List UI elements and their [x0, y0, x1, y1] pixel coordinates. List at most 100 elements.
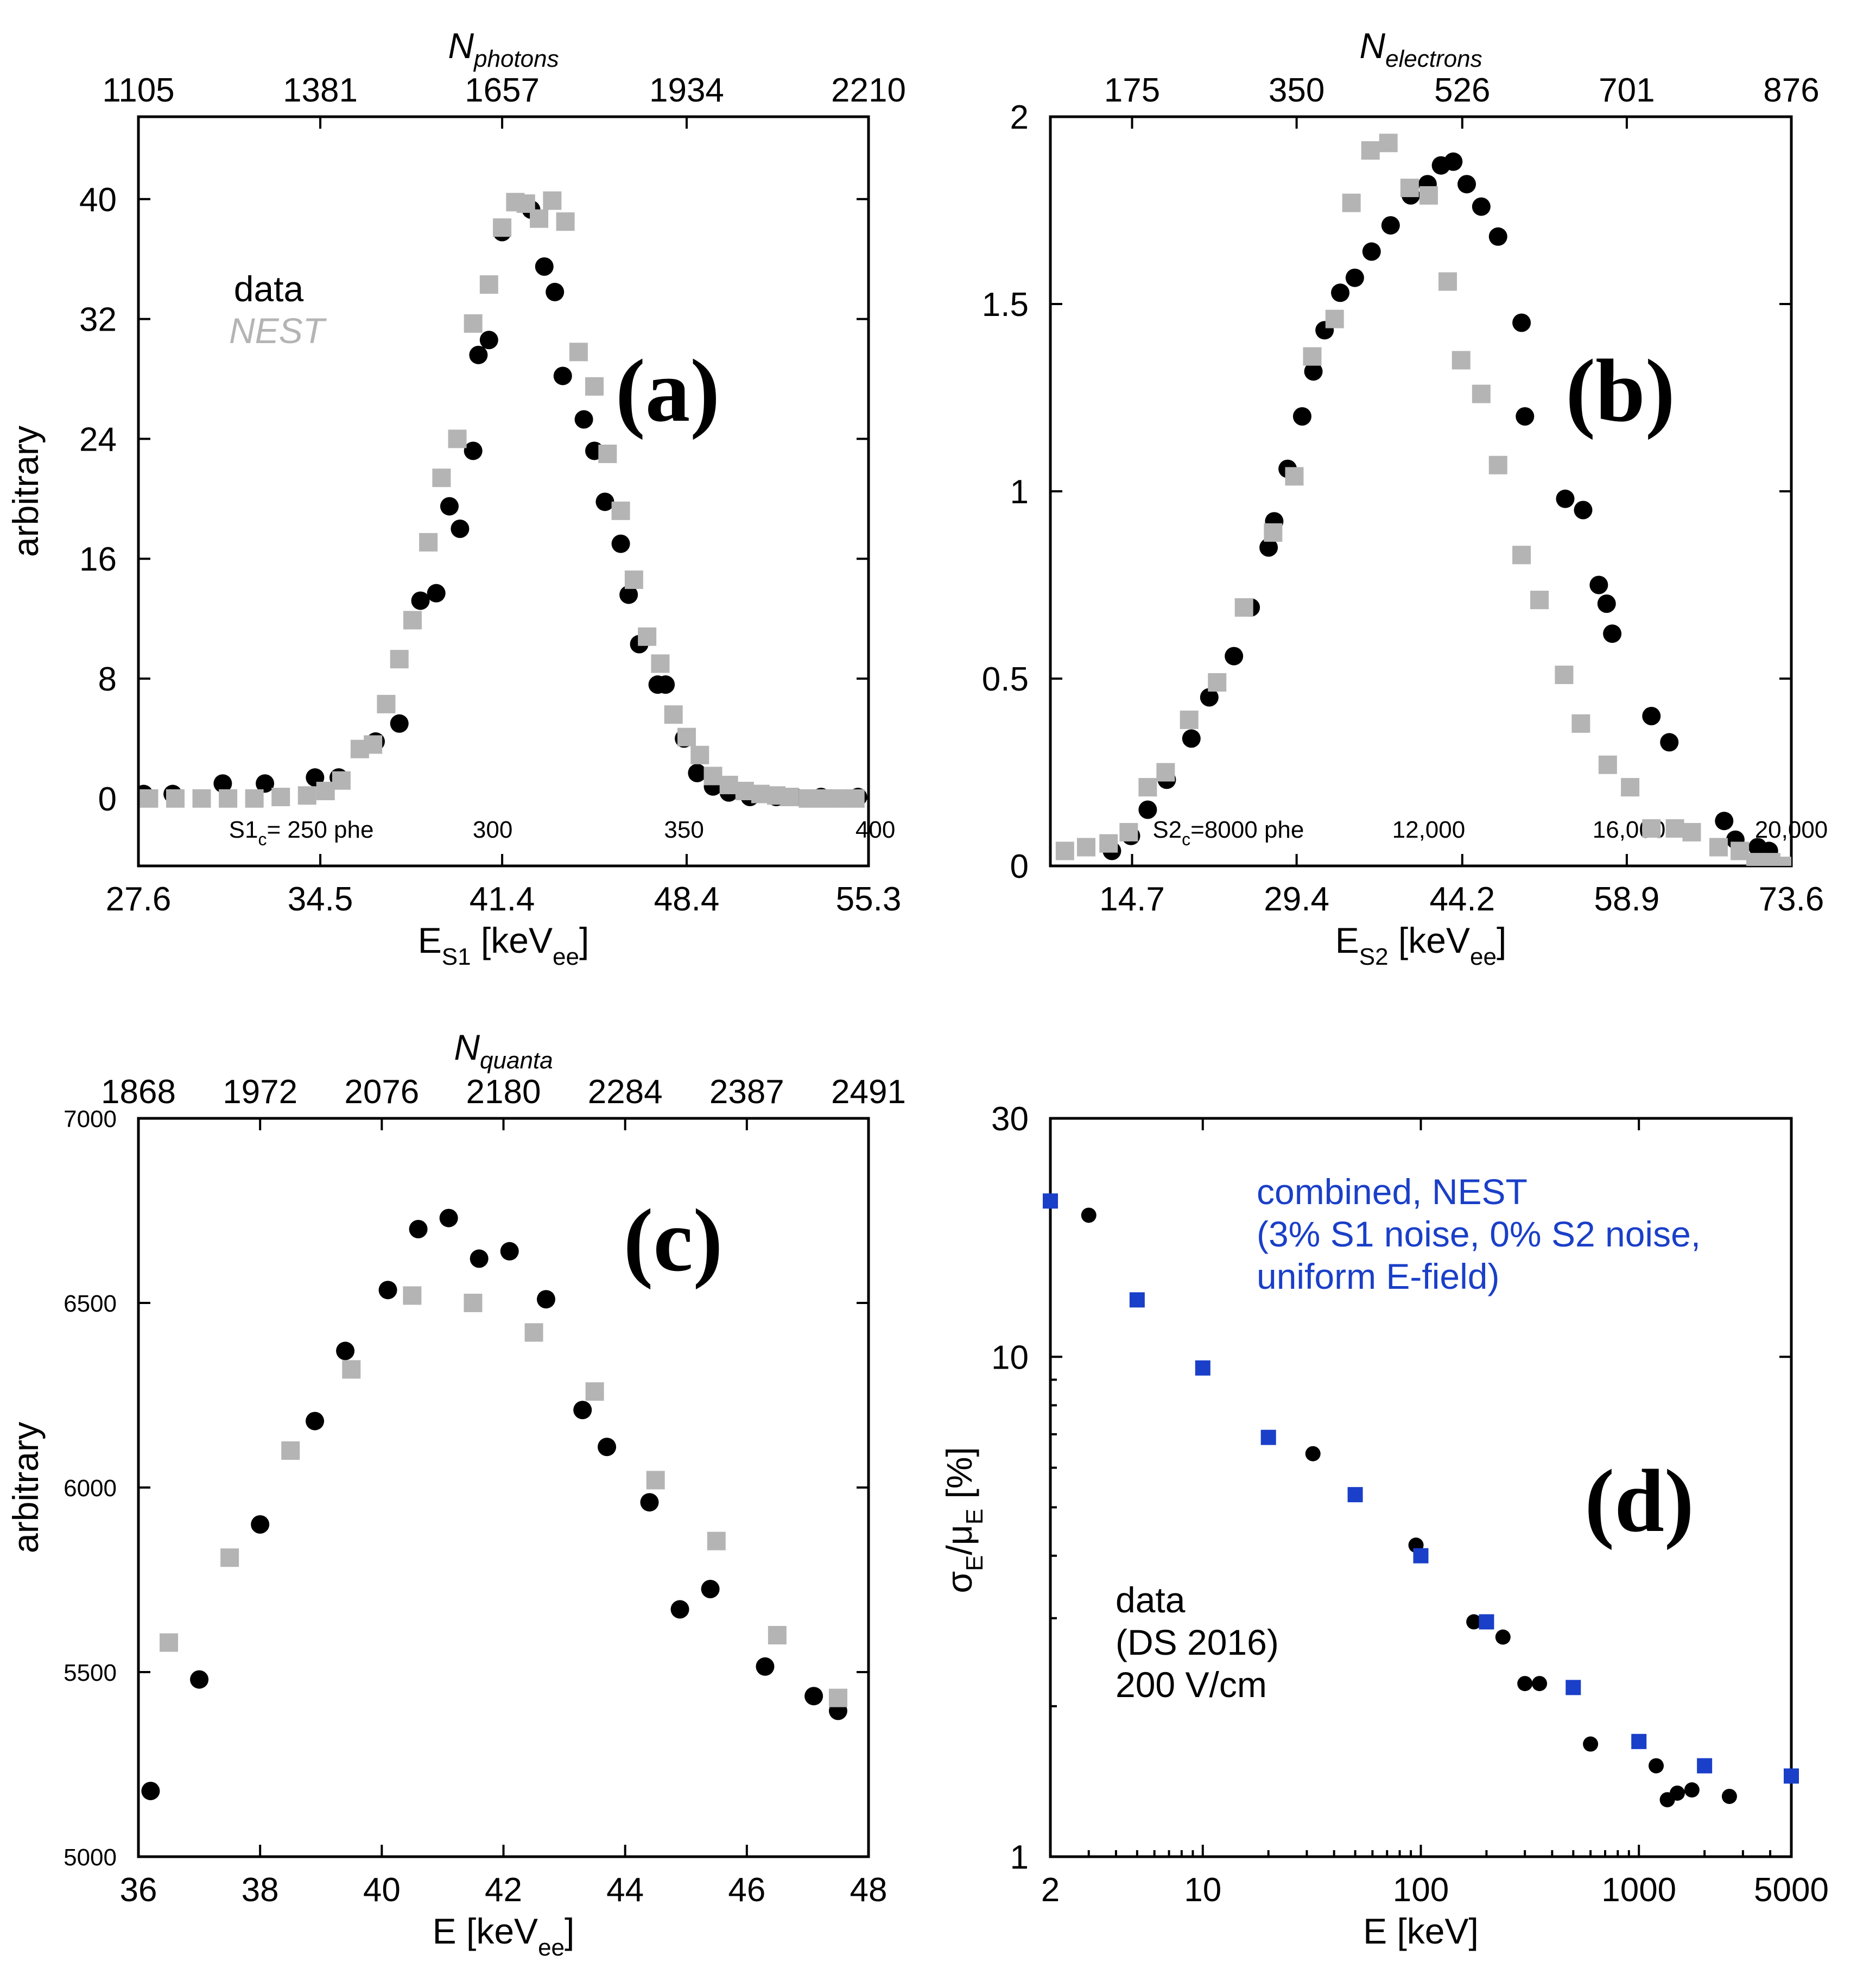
- nest-point: [1731, 841, 1750, 860]
- nest-point: [219, 789, 238, 808]
- series-nest: [1043, 1193, 1799, 1784]
- x-axis-title-sub2: ee: [1470, 944, 1497, 970]
- x-axis-title: ES2 [keVee]: [1335, 920, 1507, 970]
- series-data: [1081, 1207, 1737, 1808]
- nest-point: [1325, 309, 1344, 328]
- nest-point: [677, 727, 696, 746]
- x-tick-label: 42: [485, 1871, 522, 1909]
- y-tick-label: 16: [79, 541, 117, 578]
- data-point: [1362, 242, 1381, 261]
- nest-point: [780, 788, 799, 807]
- nest-point: [598, 445, 617, 463]
- data-point: [1457, 175, 1476, 194]
- nest-point: [1119, 822, 1138, 841]
- nest-point: [690, 745, 709, 764]
- nest-point: [1709, 838, 1728, 857]
- nest-point: [1303, 347, 1322, 366]
- nest-point: [1555, 666, 1574, 685]
- y-tick-label: 5500: [64, 1660, 117, 1686]
- legend-nest: NEST: [229, 311, 327, 351]
- nest-point: [403, 611, 422, 630]
- data-point: [1444, 152, 1463, 171]
- plot-frame: [1049, 115, 1793, 868]
- x-tick-label: 36: [120, 1871, 157, 1909]
- legend-data-line: data: [1116, 1580, 1186, 1620]
- x-axis-title-end: ]: [565, 1911, 574, 1951]
- top-tick-label: 1105: [102, 72, 174, 109]
- nest-point: [166, 789, 185, 808]
- x-tick-label: 44.2: [1429, 881, 1495, 918]
- nest-point: [342, 1360, 361, 1379]
- nest-point: [719, 775, 738, 794]
- top-tick-label: 1868: [101, 1073, 176, 1111]
- series-nest: [160, 1286, 847, 1707]
- x-tick-label: 40: [363, 1871, 401, 1909]
- y-tick-label: 1: [1010, 1839, 1029, 1876]
- y-tick-label: 6000: [64, 1475, 117, 1502]
- data-point: [336, 1341, 355, 1360]
- x-axis-title: E [keVee]: [433, 1911, 575, 1961]
- data-point: [1472, 197, 1491, 216]
- data-point: [213, 774, 232, 793]
- nest-point: [432, 469, 451, 488]
- x-tick-label: 48.4: [654, 881, 720, 918]
- x-axis-title-end: ]: [579, 920, 589, 960]
- nest-point: [1452, 351, 1471, 370]
- nest-point: [419, 533, 438, 552]
- data-point: [1715, 812, 1734, 831]
- nest-point: [1746, 853, 1765, 866]
- nest-point: [1138, 778, 1157, 797]
- nest-point: [704, 767, 722, 786]
- inner-tick-label: 20,000: [1755, 817, 1828, 843]
- nest-point: [1347, 1487, 1363, 1503]
- nest-point: [530, 209, 549, 228]
- panel-label: (c): [623, 1191, 722, 1290]
- data-point: [1225, 647, 1244, 666]
- y-axis-title-sub1: E: [961, 1555, 988, 1571]
- y-axis-title-unit: [%]: [939, 1447, 979, 1509]
- data-point: [595, 492, 614, 511]
- nest-point: [1642, 819, 1661, 838]
- nest-point: [1234, 598, 1253, 617]
- data-point: [1574, 501, 1593, 520]
- legend-data-line: 200 V/cm: [1116, 1664, 1267, 1705]
- data-point: [427, 584, 446, 603]
- data-point: [553, 366, 572, 385]
- data-point: [1345, 268, 1364, 287]
- data-point: [469, 345, 488, 364]
- data-point: [701, 1580, 720, 1598]
- nest-point: [377, 694, 396, 713]
- x-axis-title-main: E: [418, 920, 442, 960]
- data-point: [1466, 1614, 1482, 1630]
- top-axis-title-main: N: [1359, 26, 1385, 66]
- x-tick-label: 48: [850, 1871, 888, 1909]
- nest-point: [646, 1471, 665, 1490]
- data-point: [451, 520, 470, 538]
- y-tick-label: 40: [79, 181, 117, 219]
- nest-point: [297, 786, 316, 805]
- series-data: [1102, 152, 1778, 860]
- nest-point: [1285, 467, 1304, 486]
- data-point: [546, 282, 565, 301]
- nest-point: [543, 191, 562, 210]
- data-point: [656, 675, 675, 694]
- data-point: [1660, 733, 1679, 752]
- x-tick-label: 58.9: [1594, 881, 1660, 918]
- data-point: [1259, 538, 1278, 557]
- nest-point: [1803, 857, 1822, 875]
- data-point: [1381, 216, 1400, 235]
- nest-point: [1789, 857, 1791, 866]
- top-tick-label: 2210: [831, 72, 906, 109]
- nest-point: [479, 275, 498, 294]
- x-axis-title-sub: S1: [442, 944, 471, 970]
- data-point: [464, 441, 483, 460]
- y-tick-label: 0: [1010, 848, 1029, 885]
- legend-nest-line: (3% S1 noise, 0% S2 noise,: [1257, 1214, 1701, 1254]
- data-point: [1721, 1788, 1737, 1804]
- nest-point: [651, 654, 670, 673]
- nest-point: [403, 1286, 422, 1305]
- data-point: [1200, 688, 1219, 707]
- y-axis-title-sub2: E: [961, 1509, 988, 1524]
- nest-point: [814, 789, 833, 808]
- nest-point: [1621, 778, 1640, 797]
